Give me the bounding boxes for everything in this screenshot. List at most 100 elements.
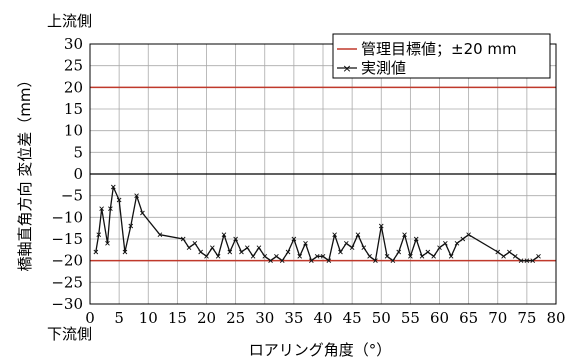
data-point	[204, 254, 209, 259]
y-tick-label: 30	[64, 35, 83, 53]
data-point	[349, 245, 355, 250]
data-point	[108, 206, 113, 211]
x-tick-label: 10	[139, 309, 158, 327]
data-point	[157, 232, 163, 237]
y-tick-label: 15	[64, 100, 83, 118]
data-point	[338, 249, 343, 255]
y-tick-label: −5	[61, 187, 83, 205]
data-point	[309, 258, 314, 263]
x-tick-label: 60	[430, 309, 449, 327]
legend-box	[332, 33, 551, 79]
data-point	[443, 241, 448, 246]
data-point	[99, 206, 104, 211]
x-tick-label: 40	[313, 309, 332, 327]
x-tick-label: 80	[546, 309, 565, 327]
data-point	[140, 210, 145, 216]
y-tick-label: 20	[64, 78, 83, 96]
data-point	[210, 245, 215, 250]
x-tick-label: 5	[114, 309, 124, 327]
data-point	[454, 241, 460, 246]
data-point	[431, 254, 436, 259]
data-point	[274, 254, 279, 259]
data-point	[518, 258, 524, 263]
data-point	[250, 254, 256, 259]
data-point	[192, 241, 198, 246]
y-tick-label: −15	[51, 230, 83, 248]
downstream-label: 下流側	[47, 325, 92, 343]
data-point	[128, 223, 134, 229]
data-point	[297, 254, 303, 259]
data-point	[419, 254, 425, 259]
data-point	[227, 249, 233, 255]
y-tick-label: 5	[73, 143, 83, 161]
y-tick-label: −20	[51, 252, 83, 270]
data-point	[402, 232, 407, 237]
data-point	[437, 245, 442, 250]
y-tick-label: −30	[51, 295, 83, 313]
data-point	[198, 249, 203, 255]
data-point	[425, 249, 431, 255]
data-point	[256, 245, 262, 250]
data-point	[320, 254, 326, 259]
data-point	[233, 236, 238, 242]
data-point	[180, 236, 186, 242]
data-point	[221, 232, 227, 237]
x-axis-label: ロアリング角度（°）	[249, 341, 392, 359]
legend: 管理目標値；±20 mm × 実測値	[332, 33, 551, 79]
data-point	[122, 249, 128, 255]
data-point	[408, 254, 413, 259]
data-point	[215, 254, 221, 259]
data-point	[507, 249, 512, 255]
x-tick-label: 50	[372, 309, 391, 327]
data-point	[367, 254, 372, 259]
x-tick-label: 20	[197, 309, 216, 327]
data-point	[390, 258, 396, 263]
data-point	[134, 193, 139, 198]
y-tick-label: 25	[64, 57, 83, 75]
y-tick-label: −10	[51, 208, 83, 226]
data-point	[239, 249, 244, 255]
x-tick-label: 45	[343, 309, 362, 327]
series-lines	[93, 184, 541, 263]
data-point	[262, 254, 268, 259]
x-tick-label: 55	[401, 309, 420, 327]
data-point	[105, 241, 110, 246]
data-point	[96, 232, 102, 237]
data-point	[530, 258, 536, 263]
x-tick-label: 70	[488, 309, 507, 327]
data-point	[378, 223, 384, 229]
data-point	[460, 236, 466, 242]
data-point	[361, 245, 367, 250]
data-point	[413, 236, 419, 242]
data-point	[93, 249, 99, 255]
plot-frame	[89, 43, 557, 305]
legend-series-label: 実測値	[361, 59, 406, 77]
data-point	[268, 258, 273, 263]
data-point	[501, 254, 506, 259]
data-point	[326, 258, 332, 263]
data-point	[244, 245, 250, 250]
data-point	[384, 254, 390, 259]
threshold-lines	[90, 86, 556, 262]
series-line	[95, 186, 539, 262]
data-point	[448, 254, 454, 259]
x-tick-label: 65	[459, 309, 478, 327]
x-tick-label: 35	[284, 309, 303, 327]
data-point	[343, 241, 349, 246]
x-tick-label: 75	[517, 309, 536, 327]
legend-threshold-label: 管理目標値；±20 mm	[361, 40, 517, 58]
upstream-label: 上流側	[47, 12, 92, 30]
data-point	[279, 258, 285, 263]
data-point	[186, 245, 192, 250]
data-point	[466, 232, 471, 237]
y-tick-label: −25	[51, 273, 83, 291]
data-point	[512, 254, 518, 259]
data-point	[285, 249, 291, 255]
data-point	[373, 258, 378, 263]
data-point	[291, 236, 297, 242]
y-tick-label: 0	[73, 165, 83, 183]
data-point	[524, 258, 530, 263]
data-point	[314, 254, 320, 259]
